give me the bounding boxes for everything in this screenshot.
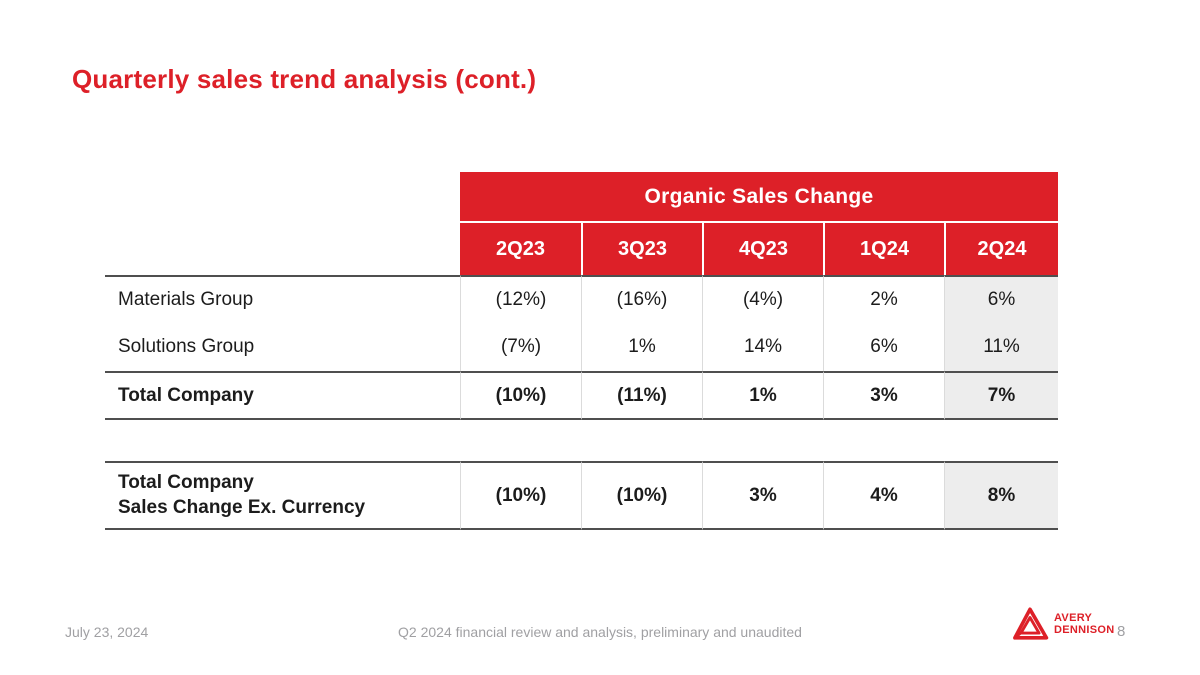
table-header-organic-sales-change: Organic Sales Change <box>460 172 1059 221</box>
table-corner-spacer <box>105 221 460 275</box>
table-row-materials-group: Materials Group (12%) (16%) (4%) 2% 6% <box>105 275 1059 323</box>
cell-value: 4% <box>823 461 944 530</box>
page-number: 8 <box>1117 623 1126 640</box>
cell-value-highlighted: 11% <box>944 323 1059 371</box>
row-label-line1: Total Company <box>118 471 254 493</box>
table-row-total-company-ex-currency: Total Company Sales Change Ex. Currency … <box>105 461 1058 530</box>
ex-currency-table: Total Company Sales Change Ex. Currency … <box>105 461 1058 530</box>
cell-value: (10%) <box>581 461 702 530</box>
cell-value: 14% <box>702 323 823 371</box>
column-header-2q24: 2Q24 <box>944 221 1059 275</box>
cell-value: 1% <box>702 371 823 420</box>
cell-value: (4%) <box>702 275 823 323</box>
cell-value-highlighted: 8% <box>944 461 1058 530</box>
avery-dennison-logo: AVERY DENNISON <box>1011 606 1114 642</box>
cell-value-highlighted: 7% <box>944 371 1059 420</box>
row-label: Materials Group <box>105 275 460 323</box>
row-label-line2: Sales Change Ex. Currency <box>118 496 366 518</box>
page-title: Quarterly sales trend analysis (cont.) <box>72 64 537 94</box>
cell-value: (12%) <box>460 275 581 323</box>
cell-value: 6% <box>823 323 944 371</box>
column-header-2q23: 2Q23 <box>460 221 581 275</box>
cell-value: 3% <box>823 371 944 420</box>
avery-dennison-wordmark: AVERY DENNISON <box>1054 611 1115 636</box>
footer-disclaimer: Q2 2024 financial review and analysis, p… <box>398 624 802 640</box>
cell-value: 2% <box>823 275 944 323</box>
cell-value: 3% <box>702 461 823 530</box>
row-label: Total Company <box>105 371 460 420</box>
table-corner-spacer <box>105 172 460 221</box>
row-label: Total Company Sales Change Ex. Currency <box>105 461 460 530</box>
cell-value: 1% <box>581 323 702 371</box>
table-row-total-company: Total Company (10%) (11%) 1% 3% 7% <box>105 371 1059 420</box>
cell-value: (10%) <box>460 461 581 530</box>
organic-sales-table: Organic Sales Change 2Q23 3Q23 4Q23 1Q24… <box>105 172 1059 420</box>
footer-date: July 23, 2024 <box>65 624 149 640</box>
table-row-solutions-group: Solutions Group (7%) 1% 14% 6% 11% <box>105 323 1059 371</box>
row-label: Solutions Group <box>118 336 255 357</box>
cell-value-highlighted: 6% <box>944 275 1059 323</box>
avery-dennison-triangle-icon <box>1013 607 1049 640</box>
cell-value: (11%) <box>581 371 702 420</box>
cell-value: (16%) <box>581 275 702 323</box>
column-header-4q23: 4Q23 <box>702 221 823 275</box>
cell-value: (7%) <box>460 323 581 371</box>
column-header-1q24: 1Q24 <box>823 221 944 275</box>
cell-value: (10%) <box>460 371 581 420</box>
column-header-3q23: 3Q23 <box>581 221 702 275</box>
